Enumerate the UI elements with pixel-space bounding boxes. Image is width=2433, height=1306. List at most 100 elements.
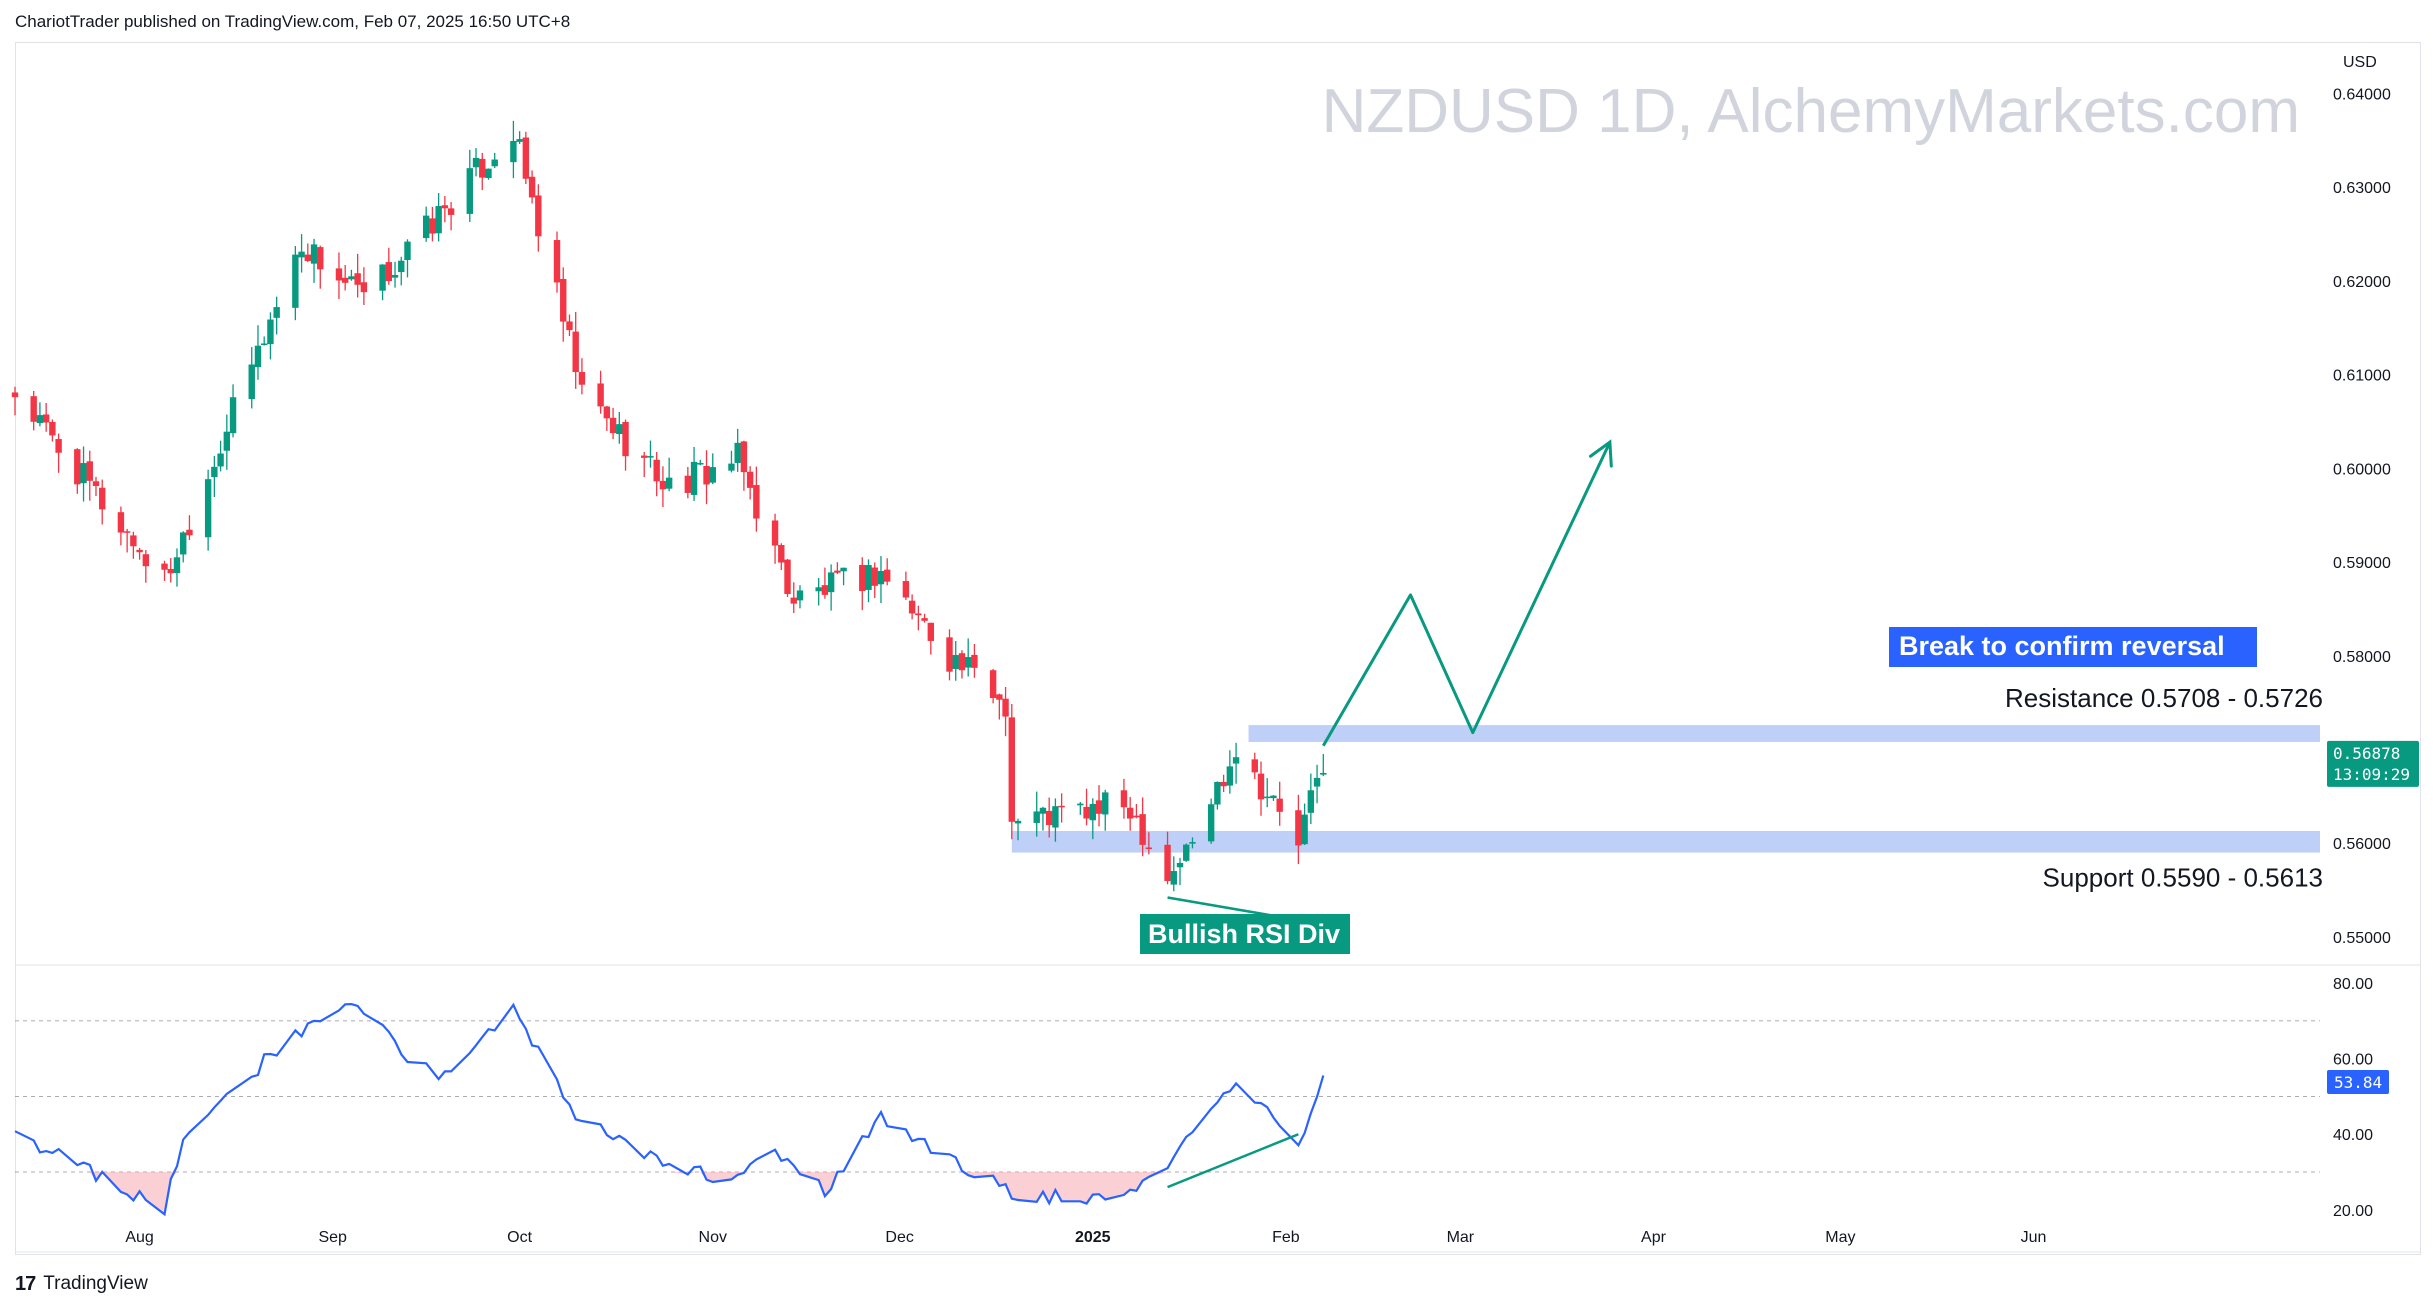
candle-body	[622, 421, 629, 457]
tradingview-brand: TradingView	[43, 1273, 148, 1294]
candle-body	[834, 570, 841, 573]
candle-body	[1232, 757, 1240, 764]
price-tick-label: 0.63000	[2333, 180, 2391, 197]
candle-body	[690, 461, 698, 495]
rsi-div-label: Bullish RSI Div	[1148, 919, 1340, 949]
time-tick-label: Sep	[318, 1229, 347, 1246]
candle-body	[379, 264, 386, 291]
candle-body	[902, 581, 910, 598]
rsi-tick-label: 20.00	[2333, 1203, 2373, 1220]
candle-body	[908, 600, 916, 614]
candle-body	[1276, 798, 1283, 812]
candle-body	[80, 463, 87, 484]
currency-label[interactable]: USD	[2343, 54, 2377, 71]
candle-body	[958, 653, 966, 671]
candle-body	[753, 485, 760, 519]
candle-body	[665, 477, 673, 489]
candle-body	[1095, 800, 1103, 814]
price-tick-label: 0.61000	[2333, 368, 2391, 385]
time-tick-label: May	[1825, 1229, 1855, 1246]
candle-body	[441, 205, 449, 209]
price-tick-label: 0.62000	[2333, 274, 2391, 291]
rsi-divergence-line	[1167, 1133, 1299, 1189]
candle-body	[472, 157, 480, 168]
candle-body	[173, 557, 181, 574]
time-tick-label: Nov	[699, 1229, 727, 1246]
publisher-header: ChariotTrader published on TradingView.c…	[15, 12, 571, 31]
candle-body	[510, 140, 517, 163]
candle-body	[391, 274, 399, 278]
candle-body	[1295, 810, 1302, 846]
candle-body	[273, 307, 280, 318]
candle-body	[821, 585, 829, 595]
zone-resistance	[1248, 725, 2320, 742]
candle-body	[248, 364, 255, 400]
tradingview-footer[interactable]: 17 TradingView	[15, 1270, 148, 1298]
candle-body	[1176, 862, 1184, 868]
time-tick-label: Feb	[1272, 1229, 1300, 1246]
candle-body	[709, 467, 716, 483]
candle-body	[447, 208, 455, 215]
candle-body	[1139, 814, 1146, 845]
candle-body	[142, 554, 150, 567]
candle-body	[827, 572, 835, 593]
time-tick-label: Oct	[507, 1229, 532, 1246]
candle-body	[180, 532, 187, 555]
price-tick-label: 0.55000	[2333, 930, 2391, 947]
candle-body	[261, 343, 268, 345]
break-confirm-tag[interactable]: Break to confirm reversal	[1889, 627, 2257, 667]
projection-arrowhead-icon	[1588, 439, 1613, 468]
candle-body	[223, 431, 231, 451]
candle-body	[996, 694, 1003, 700]
candle-body	[123, 531, 131, 533]
candle-body	[952, 655, 959, 669]
rsi-tick-label: 40.00	[2333, 1127, 2373, 1144]
break-confirm-tag-bg	[1889, 627, 2257, 667]
candle-body	[703, 466, 710, 485]
price-tick-label: 0.58000	[2333, 649, 2391, 666]
break-confirm-label: Break to confirm reversal	[1899, 631, 2225, 661]
rsi-last-value: 53.84	[2334, 1073, 2382, 1092]
candle-body	[117, 512, 125, 533]
candle-body	[859, 564, 866, 592]
candle-body	[1251, 759, 1258, 773]
candle-body	[684, 475, 692, 493]
price-tick-label: 0.64000	[2333, 87, 2391, 104]
candle-body	[921, 618, 928, 621]
candle-body	[304, 254, 312, 262]
candle-body	[522, 137, 530, 179]
candles-layer	[11, 120, 1327, 892]
drawings-layer	[1167, 439, 1613, 1189]
candle-body	[1058, 805, 1065, 808]
candle-body	[217, 453, 224, 467]
rsi-div-tag[interactable]: Bullish RSI Div	[1140, 914, 1350, 954]
candle-body	[877, 571, 885, 585]
candle-body	[1008, 717, 1015, 822]
candle-body	[1270, 795, 1277, 799]
candle-body	[310, 244, 318, 264]
candle-body	[1226, 766, 1234, 786]
rsi-pane	[14, 1002, 2320, 1217]
candle-body	[1207, 804, 1215, 842]
candle-body	[1220, 781, 1227, 787]
candle-body	[1120, 790, 1128, 808]
candle-body	[267, 319, 274, 345]
candle-body	[292, 254, 299, 308]
candle-body	[865, 565, 872, 590]
candle-body	[516, 139, 523, 142]
candle-body	[211, 466, 218, 478]
candle-body	[746, 471, 754, 488]
candle-body	[528, 176, 536, 198]
candle-body	[1264, 796, 1271, 799]
candle-body	[784, 559, 791, 594]
time-tick-label: 2025	[1075, 1229, 1111, 1246]
tradingview-logo-icon: 17	[15, 1272, 36, 1295]
time-tick-label: Apr	[1641, 1229, 1667, 1246]
candle-body	[1214, 781, 1221, 805]
candle-body	[1014, 820, 1022, 824]
candle-body	[1039, 807, 1047, 814]
candle-body	[422, 215, 430, 239]
candle-body	[647, 456, 654, 458]
candle-body	[398, 260, 405, 273]
